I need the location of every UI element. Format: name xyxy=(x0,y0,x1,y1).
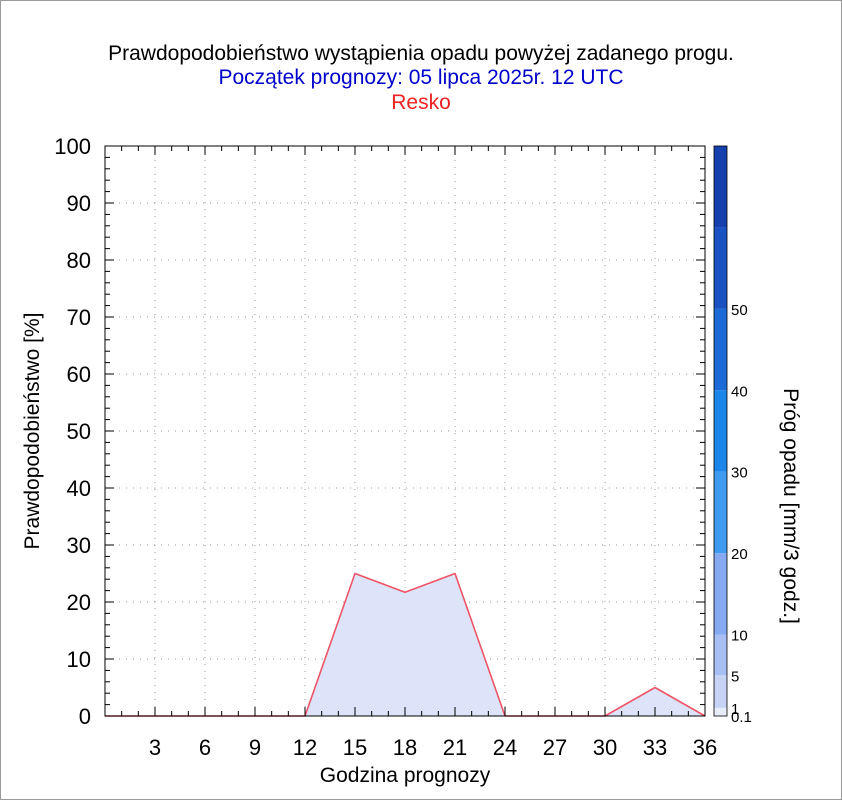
colorbar-segment xyxy=(714,553,727,635)
x-axis-title: Godzina prognozy xyxy=(320,764,491,787)
y-tick-label: 20 xyxy=(67,590,91,615)
series-layer xyxy=(105,572,706,717)
station-name: Resko xyxy=(391,91,451,114)
y-tick-label: 60 xyxy=(67,362,91,387)
colorbar-label: 30 xyxy=(731,465,748,482)
colorbar-border xyxy=(713,145,728,717)
x-tick-label: 27 xyxy=(543,735,567,760)
colorbar-segment xyxy=(714,227,727,309)
series-area xyxy=(105,573,705,716)
y-tick-label: 10 xyxy=(67,647,91,672)
colorbar-title: Próg opadu [mm/3 godz.] xyxy=(779,388,802,624)
y-axis: 0 10 20 30 40 50 60 70 80 90 100 xyxy=(54,134,705,729)
colorbar-segment xyxy=(714,471,727,554)
colorbar-segment xyxy=(714,675,727,708)
y-tick-label: 70 xyxy=(67,305,91,330)
colorbar-label: 10 xyxy=(731,628,748,645)
y-tick-label: 50 xyxy=(67,419,91,444)
colorbar-segment xyxy=(714,308,727,391)
x-tick-label: 3 xyxy=(149,735,161,760)
y-tick-label: 30 xyxy=(67,533,91,558)
x-tick-label: 9 xyxy=(249,735,261,760)
x-tick-label: 21 xyxy=(443,735,467,760)
y-axis-title: Prawdopodobieństwo [%] xyxy=(21,313,44,550)
colorbar-segment xyxy=(714,707,727,716)
y-tick-label: 40 xyxy=(67,476,91,501)
colorbar-label: 5 xyxy=(731,668,739,685)
colorbar-segment xyxy=(714,390,727,472)
colorbar: 0.11 5 10 20 30 40 50 xyxy=(713,145,752,726)
x-tick-label: 36 xyxy=(693,735,717,760)
y-tick-label: 80 xyxy=(67,248,91,273)
x-tick-label: 33 xyxy=(643,735,667,760)
x-tick-label: 30 xyxy=(593,735,617,760)
y-tick-label: 100 xyxy=(54,134,91,159)
x-tick-label: 12 xyxy=(293,735,317,760)
colorbar-label: 40 xyxy=(731,383,748,400)
chart-title: Prawdopodobieństwo wystąpienia opadu pow… xyxy=(108,42,734,65)
colorbar-label: 20 xyxy=(731,546,748,563)
x-tick-label: 24 xyxy=(493,735,517,760)
x-tick-label: 6 xyxy=(199,735,211,760)
y-tick-label: 0 xyxy=(79,704,91,729)
x-tick-label: 18 xyxy=(393,735,417,760)
x-tick-label: 15 xyxy=(343,735,367,760)
colorbar-label: 1 xyxy=(731,701,739,718)
x-axis: 3 6 9 12 15 18 21 24 27 30 33 36 xyxy=(121,146,717,760)
y-tick-label: 90 xyxy=(67,191,91,216)
colorbar-segment xyxy=(714,634,727,676)
colorbar-segment xyxy=(714,146,727,228)
colorbar-label: 0.1 xyxy=(731,709,752,726)
colorbar-label: 50 xyxy=(731,302,748,319)
chart-subtitle: Początek prognozy: 05 lipca 2025r. 12 UT… xyxy=(218,66,624,89)
